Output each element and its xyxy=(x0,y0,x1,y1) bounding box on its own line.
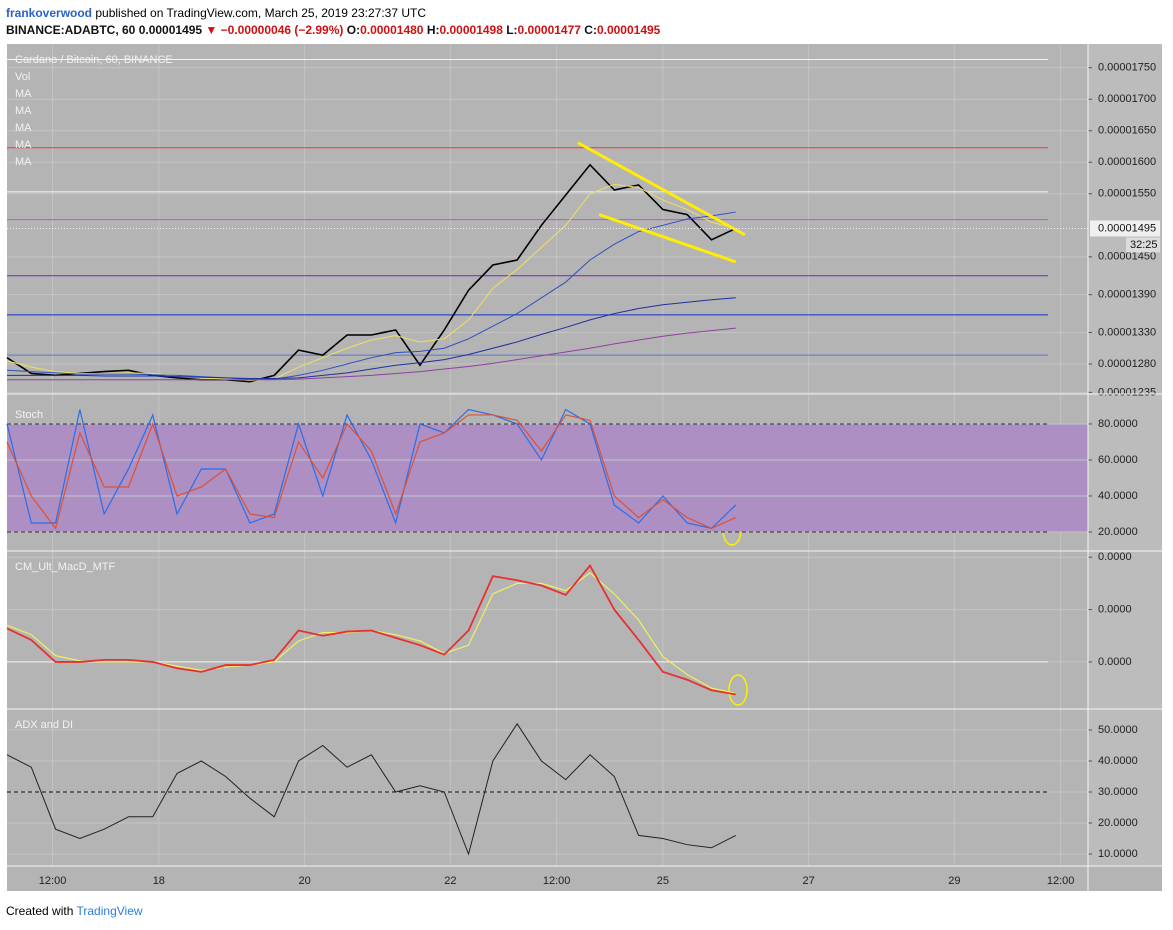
header: frankoverwood published on TradingView.c… xyxy=(6,5,660,39)
y-tick-label: 0.00001280 xyxy=(1098,358,1156,370)
published: published on TradingView.com, March 25, … xyxy=(92,6,426,20)
footer: Created with TradingView xyxy=(6,904,143,918)
y-tick-label: 0.00001550 xyxy=(1098,188,1156,200)
y-tick-label: 40.0000 xyxy=(1098,755,1138,767)
y-tick-label: 0.00001330 xyxy=(1098,326,1156,338)
y-tick-label: 80.0000 xyxy=(1098,418,1138,430)
quote-line: BINANCE:ADABTC, 60 0.00001495 ▼ −0.00000… xyxy=(6,22,660,39)
series-line xyxy=(6,211,736,380)
last-price-box xyxy=(1090,220,1160,237)
x-tick-label: 12:00 xyxy=(39,875,67,887)
y-tick-label: 0.00001650 xyxy=(1098,125,1156,137)
y-tick-label: 10.0000 xyxy=(1098,848,1138,860)
y-tick-label: 50.0000 xyxy=(1098,724,1138,736)
series-line xyxy=(6,722,736,856)
series-line xyxy=(6,163,737,383)
y-tick-label: 0.00001750 xyxy=(1098,62,1156,74)
publish-line: frankoverwood published on TradingView.c… xyxy=(6,5,660,22)
y-tick-label: 0.00001700 xyxy=(1098,93,1156,105)
legend-entry: MA xyxy=(15,105,32,117)
series-line xyxy=(6,564,736,696)
y-tick-label: 60.0000 xyxy=(1098,454,1138,466)
y-tick-label: 0.00001390 xyxy=(1098,289,1156,301)
y-tick-label: 0.00001235 xyxy=(1098,386,1156,398)
y-tick-label: 20.0000 xyxy=(1098,817,1138,829)
y-tick-label: 0.0000 xyxy=(1098,551,1132,563)
quote-part: C: xyxy=(584,23,597,37)
x-tick-label: 18 xyxy=(153,875,165,887)
brand[interactable]: TradingView xyxy=(76,904,143,918)
trendline xyxy=(577,141,746,237)
legend-entry: MA xyxy=(15,156,32,168)
quote-part: 0.00001480 xyxy=(360,23,427,37)
annotation-circle xyxy=(728,674,748,706)
legend-entry: MA xyxy=(15,88,32,100)
panel-title: Stoch xyxy=(15,409,43,421)
legend-entry: MA xyxy=(15,139,32,151)
panel-title: Cardano / Bitcoin, 60, BINANCE xyxy=(15,54,173,66)
y-tick-label: 20.0000 xyxy=(1098,526,1138,538)
author[interactable]: frankoverwood xyxy=(6,6,93,20)
countdown-label: 32:25 xyxy=(1130,239,1158,251)
countdown-box xyxy=(1126,237,1160,253)
y-tick-label: 0.00001600 xyxy=(1098,156,1156,168)
panel-title: CM_Ult_MacD_MTF xyxy=(15,561,116,573)
x-tick-label: 22 xyxy=(444,875,456,887)
price-axis-background xyxy=(1088,44,1162,866)
x-tick-label: 12:00 xyxy=(543,875,571,887)
y-tick-label: 30.0000 xyxy=(1098,786,1138,798)
last-price-label: 0.00001495 xyxy=(1098,222,1156,234)
y-tick-label: 0.0000 xyxy=(1098,656,1132,668)
quote-part: BINANCE:ADABTC, 60 xyxy=(6,23,139,37)
x-tick-label: 25 xyxy=(657,875,669,887)
series-line xyxy=(6,414,737,530)
quote-part: 0.00001495 xyxy=(138,23,206,37)
y-tick-label: 0.00001450 xyxy=(1098,251,1156,263)
y-tick-label: 0.0000 xyxy=(1098,603,1132,615)
quote-part: H: xyxy=(426,23,440,37)
quote-part: O: xyxy=(346,23,361,37)
series-line xyxy=(6,183,736,381)
y-tick-label: 40.0000 xyxy=(1098,490,1138,502)
x-tick-label: 12:00 xyxy=(1047,875,1075,887)
quote-part: L: xyxy=(506,23,518,37)
panel-title: ADX and DI xyxy=(15,719,73,731)
series-line xyxy=(6,408,737,530)
band xyxy=(7,423,1088,532)
legend-entry: Vol xyxy=(15,71,30,83)
quote-part: ▼ −0.00000046 (−2.99%) xyxy=(205,23,347,37)
trendline xyxy=(598,213,737,264)
x-tick-label: 29 xyxy=(948,875,960,887)
legend-entry: MA xyxy=(15,122,32,134)
series-line xyxy=(7,327,736,381)
quote-part: 0.00001495 xyxy=(596,23,661,37)
x-tick-label: 20 xyxy=(298,875,310,887)
quote-part: 0.00001498 xyxy=(439,23,507,37)
x-tick-label: 27 xyxy=(803,875,815,887)
quote-part: 0.00001477 xyxy=(517,23,585,37)
series-line xyxy=(7,297,736,379)
created-with: Created with xyxy=(6,904,74,918)
